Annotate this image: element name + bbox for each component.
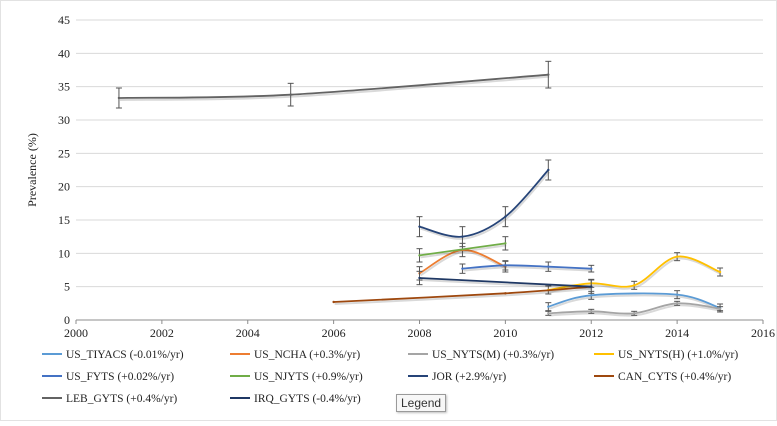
series-line-can-cyts xyxy=(333,285,592,303)
x-tick-label: 2000 xyxy=(64,326,88,340)
legend-entry: JOR (+2.9%/yr) xyxy=(432,371,506,383)
data-point xyxy=(547,168,550,172)
data-point xyxy=(418,254,421,257)
x-tick-label: 2016 xyxy=(751,326,775,340)
y-tick-label: 5 xyxy=(64,280,70,294)
data-point xyxy=(117,96,121,100)
legend-entry: US_NCHA (+0.3%/yr) xyxy=(254,349,360,361)
y-tick-label: 35 xyxy=(58,80,70,94)
x-tick-label: 2006 xyxy=(322,326,346,340)
series-shadow-can-cyts xyxy=(334,287,593,305)
data-point xyxy=(418,225,421,228)
legend-entry: US_FYTS (+0.02%/yr) xyxy=(66,371,174,383)
legend-entry: CAN_CYTS (+0.4%/yr) xyxy=(618,371,731,383)
data-point xyxy=(718,307,722,310)
series-line-jor xyxy=(419,169,549,238)
legend-entry: US_NYTS(H) (+1.0%/yr) xyxy=(618,349,738,361)
x-tick-label: 2010 xyxy=(493,326,517,340)
data-point xyxy=(461,235,464,238)
legend-entry: US_TIYACS (-0.01%/yr) xyxy=(66,349,184,361)
y-axis-title: Prevalence (%) xyxy=(25,133,39,207)
series-shadow-jor xyxy=(420,171,551,240)
y-tick-label: 45 xyxy=(58,13,70,27)
data-point xyxy=(504,242,507,245)
legend-entry: LEB_GYTS (+0.4%/yr) xyxy=(66,393,177,405)
x-tick-label: 2014 xyxy=(665,326,689,340)
y-tick-label: 10 xyxy=(58,246,70,260)
y-tick-label: 0 xyxy=(64,313,70,327)
data-point xyxy=(718,270,722,274)
series-line-us-fyts xyxy=(462,264,592,270)
series-line-irq-gyts xyxy=(419,277,592,288)
data-point xyxy=(675,255,679,258)
data-point xyxy=(547,73,550,76)
x-tick-label: 2012 xyxy=(579,326,603,340)
data-point xyxy=(590,294,593,297)
data-point xyxy=(632,312,636,315)
data-point xyxy=(590,285,593,288)
series-shadow-us-ncha xyxy=(419,250,507,277)
data-point xyxy=(547,312,550,315)
series-shadow-us-tiyacs xyxy=(549,294,722,311)
y-tick-label: 15 xyxy=(58,213,70,227)
y-tick-label: 40 xyxy=(58,46,70,60)
data-point xyxy=(418,276,421,280)
data-point xyxy=(632,284,636,287)
x-tick-label: 2008 xyxy=(408,326,432,340)
data-point xyxy=(289,93,292,96)
y-tick-label: 20 xyxy=(58,180,70,194)
series-line-us-njyts xyxy=(419,242,506,257)
data-point xyxy=(547,265,550,268)
legend-entry: US_NYTS(M) (+0.3%/yr) xyxy=(432,349,554,361)
x-tick-label: 2004 xyxy=(236,326,260,340)
data-point xyxy=(504,215,507,218)
legend-entry: US_NJYTS (+0.9%/yr) xyxy=(254,371,363,383)
series-shadow-us-njyts xyxy=(420,244,507,259)
series-shadow-irq-gyts xyxy=(420,279,593,290)
legend-entry: IRQ_GYTS (-0.4%/yr) xyxy=(254,393,361,405)
y-tick-label: 25 xyxy=(58,146,70,160)
data-point xyxy=(504,292,507,295)
data-point xyxy=(675,302,679,305)
series-shadow-leb-gyts xyxy=(119,75,550,101)
series-line-leb-gyts xyxy=(118,73,549,99)
data-point xyxy=(461,267,464,270)
legend-tooltip: Legend xyxy=(396,394,447,412)
data-point xyxy=(547,305,550,308)
x-tick-label: 2002 xyxy=(150,326,174,340)
data-point xyxy=(590,310,593,313)
data-point xyxy=(504,264,507,267)
y-tick-label: 30 xyxy=(58,113,70,127)
data-point xyxy=(332,300,335,304)
series-shadow-us-fyts xyxy=(463,266,593,272)
series-line-us-tiyacs xyxy=(548,292,721,309)
data-point xyxy=(590,267,593,270)
data-point xyxy=(675,293,679,296)
